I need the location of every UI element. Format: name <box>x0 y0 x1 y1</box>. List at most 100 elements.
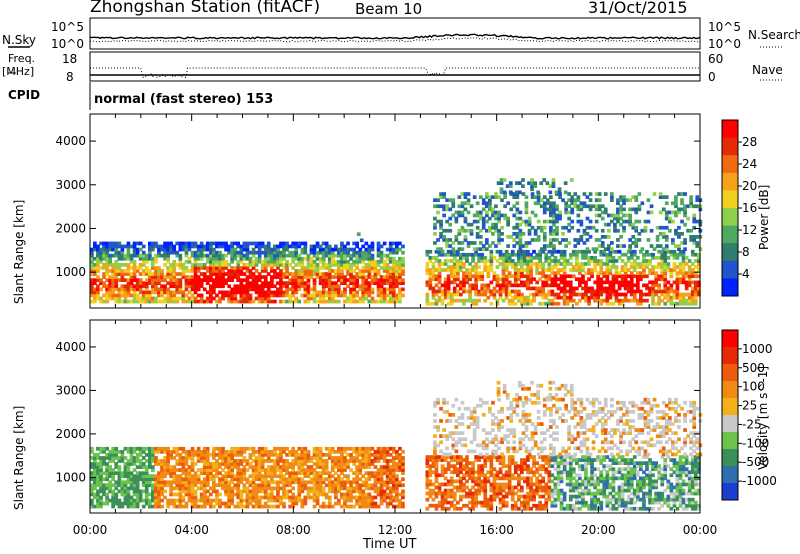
range-gate-cell <box>148 446 152 451</box>
range-gate-cell <box>678 249 683 254</box>
range-gate-cell <box>515 222 520 227</box>
range-gate-cell <box>552 219 556 224</box>
range-gate-cell <box>315 269 320 273</box>
range-gate-cell <box>309 269 314 273</box>
range-gate-cell <box>500 198 504 202</box>
range-gate-cell <box>349 263 353 267</box>
range-gate-cell <box>605 259 610 263</box>
range-gate-cell <box>321 287 326 292</box>
range-gate-cell <box>562 265 567 269</box>
range-gate-cell <box>108 287 112 292</box>
range-gate-cell <box>425 262 430 266</box>
range-gate-cell <box>465 256 469 260</box>
range-gate-cell <box>202 480 207 485</box>
range-gate-cell <box>215 281 219 285</box>
range-gate-cell <box>90 256 94 261</box>
range-gate-cell <box>608 301 613 306</box>
range-gate-cell <box>585 195 590 199</box>
range-gate-cell <box>346 241 350 246</box>
range-gate-cell <box>634 228 639 233</box>
range-gate-cell <box>285 293 289 298</box>
range-gate-cell <box>135 480 140 485</box>
range-gate-cell <box>166 256 170 261</box>
range-gate-cell <box>330 253 335 258</box>
range-gate-cell <box>364 498 369 503</box>
range-gate-cell <box>205 259 210 264</box>
range-gate-cell <box>215 465 219 469</box>
range-gate-cell <box>539 181 544 185</box>
range-gate-cell <box>276 244 280 249</box>
range-gate-cell <box>114 259 119 264</box>
range-gate-cell <box>273 474 277 478</box>
range-gate-cell <box>504 277 509 282</box>
range-gate-cell <box>349 293 353 298</box>
range-gate-cell <box>309 465 314 469</box>
range-gate-cell <box>617 301 622 306</box>
range-gate-cell <box>367 287 372 292</box>
range-gate-cell <box>178 259 183 264</box>
range-gate-cell <box>361 492 366 497</box>
range-gate-cell <box>260 293 265 298</box>
range-gate-cell <box>160 287 164 292</box>
range-gate-cell <box>517 283 521 288</box>
range-gate-cell <box>169 480 173 485</box>
range-gate-cell <box>212 290 216 295</box>
range-gate-cell <box>425 506 430 511</box>
range-gate-cell <box>126 241 131 246</box>
range-gate-cell <box>446 277 451 282</box>
range-gate-cell <box>108 290 112 295</box>
range-gate-cell <box>446 301 451 306</box>
range-gate-cell <box>376 269 381 273</box>
range-gate-cell <box>376 241 381 246</box>
range-gate-cell <box>364 296 369 301</box>
range-gate-cell <box>273 284 277 289</box>
range-gate-cell <box>117 293 122 298</box>
range-gate-cell <box>157 269 161 273</box>
range-gate-cell <box>239 498 244 503</box>
range-gate-cell <box>172 446 177 451</box>
range-gate-cell <box>218 253 222 258</box>
range-gate-cell <box>364 250 369 255</box>
range-gate-cell <box>355 501 359 506</box>
range-gate-cell <box>520 252 524 257</box>
range-gate-cell <box>364 453 369 457</box>
range-gate-cell <box>181 293 186 298</box>
range-gate-cell <box>248 299 253 304</box>
range-gate-cell <box>434 479 439 484</box>
range-gate-cell <box>135 250 140 255</box>
range-gate-cell <box>562 268 567 272</box>
range-gate-cell <box>151 495 155 500</box>
range-gate-cell <box>425 479 430 484</box>
range-gate-cell <box>135 459 140 463</box>
range-gate-cell <box>193 284 198 289</box>
range-gate-cell <box>123 244 128 249</box>
range-gate-cell <box>664 195 669 199</box>
range-gate-cell <box>199 456 204 460</box>
range-gate-cell <box>358 492 363 497</box>
range-gate-cell <box>154 296 158 301</box>
range-gate-cell <box>340 272 344 276</box>
range-gate-cell <box>224 471 228 475</box>
range-gate-cell <box>553 262 558 266</box>
range-gate-cell <box>478 216 483 221</box>
range-gate-cell <box>297 299 302 304</box>
range-gate-cell <box>93 492 97 497</box>
range-gate-cell <box>273 446 277 451</box>
range-gate-cell <box>196 299 201 304</box>
range-gate-cell <box>358 284 363 289</box>
range-gate-cell <box>157 250 161 255</box>
range-gate-cell <box>367 486 372 491</box>
range-gate-cell <box>187 241 192 246</box>
range-gate-cell <box>230 474 234 478</box>
range-gate-cell <box>236 290 241 295</box>
range-gate-cell <box>672 265 677 269</box>
range-gate-cell <box>358 247 363 252</box>
range-gate-cell <box>379 483 384 488</box>
range-gate-cell <box>315 477 320 482</box>
range-gate-cell <box>151 241 155 246</box>
range-gate-cell <box>276 489 280 494</box>
range-gate-cell <box>160 253 164 258</box>
range-gate-cell <box>288 504 292 509</box>
range-gate-cell <box>425 280 430 285</box>
range-gate-cell <box>324 272 329 276</box>
